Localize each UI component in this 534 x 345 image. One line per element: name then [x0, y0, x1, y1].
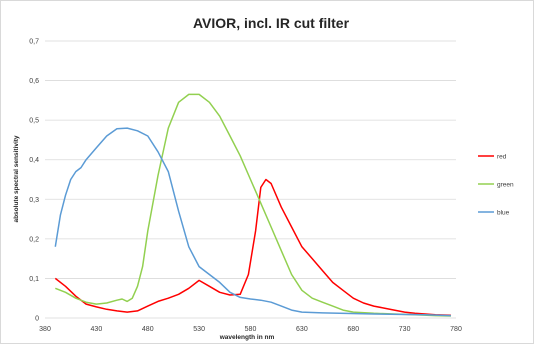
series-lines: [54, 93, 451, 317]
x-tick-label: 630: [296, 326, 308, 333]
x-tick-label: 680: [347, 326, 359, 333]
y-tick-label: 0,2: [29, 236, 39, 243]
x-tick-label: 480: [142, 326, 154, 333]
y-tick-label: 0,5: [29, 118, 39, 125]
y-tick-label: 0,6: [29, 78, 39, 85]
legend-label-red: red: [497, 154, 507, 161]
x-tick-labels: 380 430 480 530 580 630 680 730 780: [39, 326, 462, 333]
x-axis-title: wavelength in nm: [219, 334, 275, 341]
chart-title: AVIOR, incl. IR cut filter: [193, 15, 350, 31]
y-tick-label: 0: [35, 316, 39, 323]
x-tick-label: 730: [399, 326, 411, 333]
legend: red green blue: [478, 154, 514, 217]
series-line-green: [55, 93, 451, 317]
y-tick-label: 0,7: [29, 39, 39, 46]
legend-label-blue: blue: [497, 210, 510, 217]
x-tick-label: 780: [450, 326, 462, 333]
x-tick-label: 380: [39, 326, 51, 333]
y-axis-title: absolute spectral sensitivity: [13, 135, 20, 222]
y-tick-label: 0,3: [29, 197, 39, 204]
gridlines: [45, 40, 456, 319]
y-tick-label: 0,1: [29, 276, 39, 283]
y-tick-labels: 0 0,1 0,2 0,3 0,4 0,5 0,6 0,7: [29, 39, 39, 323]
x-tick-label: 580: [245, 326, 257, 333]
legend-label-green: green: [497, 182, 514, 189]
x-tick-label: 530: [193, 326, 205, 333]
y-tick-label: 0,4: [29, 157, 39, 164]
series-line-red: [54, 178, 451, 316]
x-tick-label: 430: [91, 326, 103, 333]
series-line-blue: [54, 127, 451, 317]
